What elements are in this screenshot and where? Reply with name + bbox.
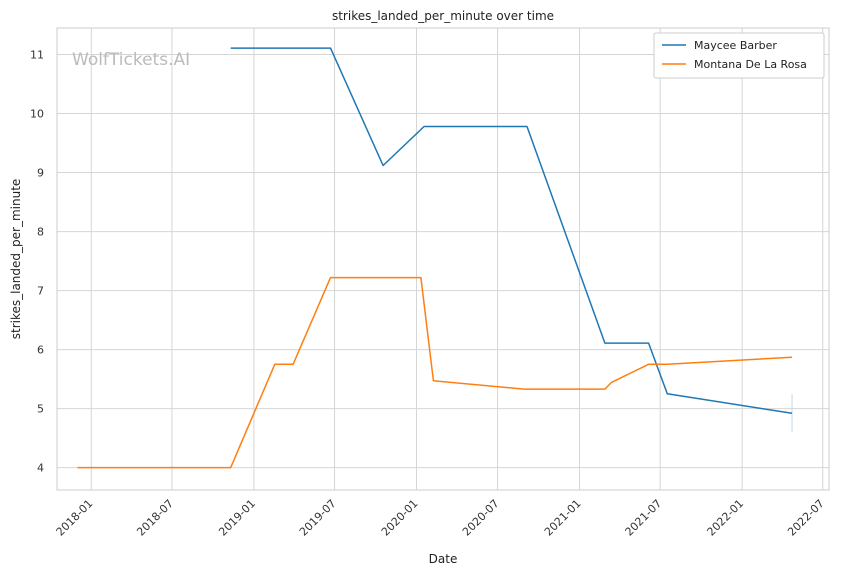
legend-label: Maycee Barber: [694, 39, 777, 52]
y-tick-label: 8: [37, 226, 44, 239]
y-axis-label: strikes_landed_per_minute: [9, 179, 23, 340]
x-tick-label: 2020-01: [379, 497, 421, 539]
x-tick-label: 2021-01: [542, 497, 584, 539]
legend: Maycee Barber Montana De La Rosa: [653, 32, 825, 79]
legend-box: [653, 32, 825, 79]
x-axis-ticks: 2018-01 2018-07 2019-01 2019-07 2020-01 2020-…: [54, 497, 827, 539]
y-tick-label: 7: [37, 285, 44, 298]
plot-frame: [56, 27, 830, 491]
series-layer: [77, 47, 793, 469]
x-tick-label: 2021-07: [623, 497, 665, 539]
y-tick-label: 5: [37, 403, 44, 416]
y-tick-label: 9: [37, 167, 44, 180]
y-tick-label: 10: [30, 108, 44, 121]
x-tick-label: 2019-01: [216, 497, 258, 539]
y-axis-ticks: 4 5 6 7 8 9 10 11: [30, 49, 44, 475]
y-tick-label: 6: [37, 344, 44, 357]
legend-label: Montana De La Rosa: [694, 58, 807, 71]
series-line-montana-de-la-rosa: [77, 276, 793, 469]
x-tick-label: 2022-07: [785, 497, 827, 539]
watermark-text: WolfTickets.AI: [72, 50, 190, 70]
x-tick-label: 2022-01: [705, 497, 747, 539]
y-tick-label: 11: [30, 49, 44, 62]
x-tick-label: 2019-07: [297, 497, 339, 539]
x-tick-label: 2018-07: [134, 497, 176, 539]
x-tick-label: 2018-01: [54, 497, 96, 539]
y-tick-label: 4: [37, 462, 44, 475]
x-tick-label: 2020-07: [460, 497, 502, 539]
grid-lines: [57, 28, 829, 490]
series-line-maycee-barber: [230, 47, 793, 415]
x-axis-label: Date: [429, 552, 458, 566]
chart-title: strikes_landed_per_minute over time: [332, 9, 554, 23]
